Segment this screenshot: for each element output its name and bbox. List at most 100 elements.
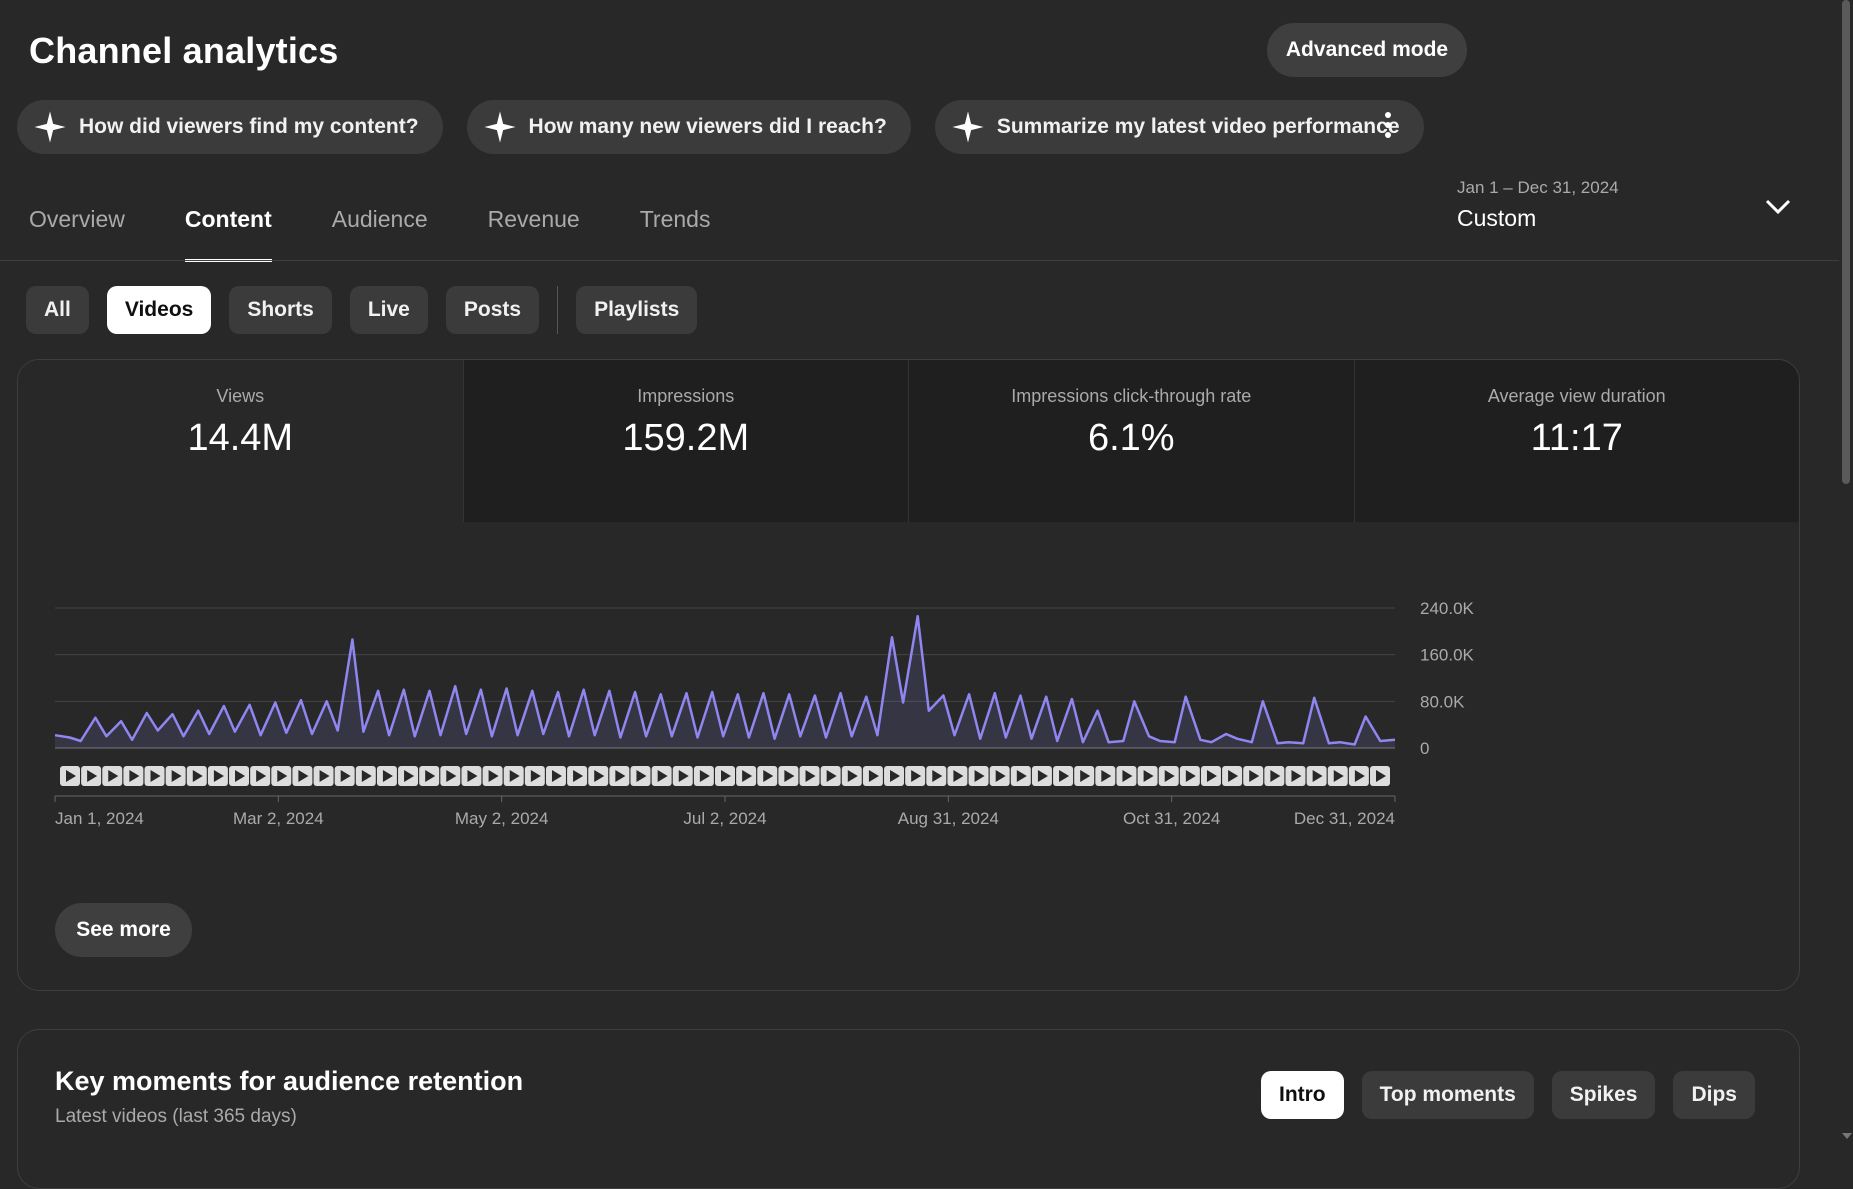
play-icon — [784, 770, 795, 782]
scroll-down-arrow-icon[interactable] — [1842, 1133, 1852, 1139]
play-icon — [192, 770, 203, 782]
play-icon — [995, 770, 1006, 782]
play-icon — [1354, 770, 1365, 782]
play-icon — [1270, 770, 1281, 782]
play-icon — [361, 770, 372, 782]
metric-avg-view-duration[interactable]: Average view duration 11:17 — [1353, 360, 1799, 522]
more-options-icon[interactable] — [1376, 110, 1400, 140]
filter-shorts[interactable]: Shorts — [229, 286, 332, 334]
play-icon — [932, 770, 943, 782]
suggestion-chip-summarize[interactable]: Summarize my latest video performance — [934, 100, 1424, 154]
tab-revenue[interactable]: Revenue — [487, 206, 580, 232]
play-icon — [213, 770, 224, 782]
play-icon — [256, 770, 267, 782]
play-icon — [1164, 770, 1175, 782]
metric-value: 11:17 — [1530, 417, 1623, 459]
key-moments-subtitle: Latest videos (last 365 days) — [55, 1106, 297, 1127]
play-icon — [1312, 770, 1323, 782]
play-icon — [404, 770, 415, 782]
play-icon — [805, 770, 816, 782]
play-icon — [382, 770, 393, 782]
date-range-label[interactable]: Custom — [1457, 205, 1537, 231]
x-tick-label: Oct 31, 2024 — [1123, 809, 1220, 828]
chip-dips[interactable]: Dips — [1673, 1071, 1755, 1119]
play-icon — [1185, 770, 1196, 782]
tab-trends[interactable]: Trends — [639, 206, 711, 232]
play-icon — [847, 770, 858, 782]
play-icon — [66, 770, 76, 782]
play-icon — [129, 770, 140, 782]
play-icon — [1016, 770, 1027, 782]
series-line — [54, 614, 1396, 746]
play-icon — [319, 770, 330, 782]
tab-overview[interactable]: Overview — [29, 206, 125, 232]
chip-top-moments[interactable]: Top moments — [1361, 1071, 1534, 1119]
x-tick-label: May 2, 2024 — [455, 809, 549, 828]
scrollbar-thumb[interactable] — [1842, 0, 1850, 484]
play-icon — [551, 770, 562, 782]
suggestion-chip-new-viewers[interactable]: How many new viewers did I reach? — [466, 100, 911, 154]
sparkle-icon — [34, 111, 66, 143]
date-range-text[interactable]: Jan 1 – Dec 31, 2024 — [1457, 178, 1619, 197]
play-icon — [742, 770, 753, 782]
play-icon — [108, 770, 119, 782]
metric-ctr[interactable]: Impressions click-through rate 6.1% — [908, 360, 1354, 522]
views-line-chart[interactable]: 240.0K 160.0K 80.0K 0 Jan 1, 2024 Mar 2, 2024… — [18, 560, 1799, 840]
chevron-down-icon[interactable] — [1764, 198, 1792, 216]
chip-intro[interactable]: Intro — [1260, 1071, 1344, 1119]
sparkle-icon — [952, 111, 984, 143]
filter-videos[interactable]: Videos — [106, 286, 212, 334]
y-tick-label: 240.0K — [1420, 599, 1475, 618]
play-icon — [340, 770, 351, 782]
filter-playlists[interactable]: Playlists — [576, 286, 698, 334]
filter-posts[interactable]: Posts — [445, 286, 540, 334]
suggestion-chip-label: Summarize my latest video performance — [996, 115, 1400, 138]
play-icon — [1249, 770, 1260, 782]
suggestion-chips: How did viewers find my content? How man… — [17, 100, 1424, 154]
analytics-tabs: Overview Content Audience Revenue Trends — [29, 206, 711, 262]
play-icon — [699, 770, 710, 782]
play-icon — [425, 770, 436, 782]
y-tick-label: 0 — [1420, 739, 1429, 758]
metric-label: Average view duration — [1487, 386, 1666, 406]
play-icon — [868, 770, 879, 782]
play-icon — [1101, 770, 1112, 782]
tab-content[interactable]: Content — [184, 206, 272, 262]
metric-label: Impressions click-through rate — [1011, 386, 1252, 406]
play-icon — [953, 770, 964, 782]
play-icon — [1122, 770, 1133, 782]
x-tick-label: Aug 31, 2024 — [898, 809, 999, 828]
metric-views[interactable]: Views 14.4M — [18, 360, 463, 522]
play-icon — [298, 770, 309, 782]
metric-value: 159.2M — [622, 417, 750, 459]
see-more-button[interactable]: See more — [55, 903, 192, 957]
suggestion-chip-label: How many new viewers did I reach? — [528, 115, 887, 138]
play-icon — [171, 770, 182, 782]
metrics-card: Views 14.4M Impressions 159.2M Impressio… — [17, 359, 1800, 991]
play-icon — [1059, 770, 1070, 782]
chip-spikes[interactable]: Spikes — [1551, 1071, 1656, 1119]
play-icon — [763, 770, 774, 782]
key-moments-card: Key moments for audience retention Lates… — [17, 1029, 1800, 1189]
key-moments-title: Key moments for audience retention — [55, 1066, 524, 1096]
tab-audience[interactable]: Audience — [331, 206, 428, 232]
y-tick-label: 160.0K — [1420, 646, 1475, 665]
advanced-mode-button[interactable]: Advanced mode — [1267, 23, 1467, 77]
x-tick-label: Jan 1, 2024 — [55, 809, 144, 828]
play-icon — [636, 770, 647, 782]
metric-value: 14.4M — [187, 417, 294, 459]
sparkle-icon — [483, 111, 516, 143]
page-title: Channel analytics — [29, 30, 339, 71]
play-icon — [657, 770, 668, 782]
play-icon — [467, 770, 478, 782]
suggestion-chip-find-content[interactable]: How did viewers find my content? — [17, 100, 443, 154]
suggestion-chip-label: How did viewers find my content? — [79, 115, 419, 138]
x-tick-label: Jul 2, 2024 — [683, 809, 766, 828]
play-icon — [1037, 770, 1048, 782]
filter-all[interactable]: All — [26, 286, 89, 334]
metric-tabs: Views 14.4M Impressions 159.2M Impressio… — [18, 360, 1799, 522]
filter-live[interactable]: Live — [349, 286, 428, 334]
play-icon — [911, 770, 922, 782]
metric-impressions[interactable]: Impressions 159.2M — [462, 360, 908, 522]
play-icon — [678, 770, 689, 782]
